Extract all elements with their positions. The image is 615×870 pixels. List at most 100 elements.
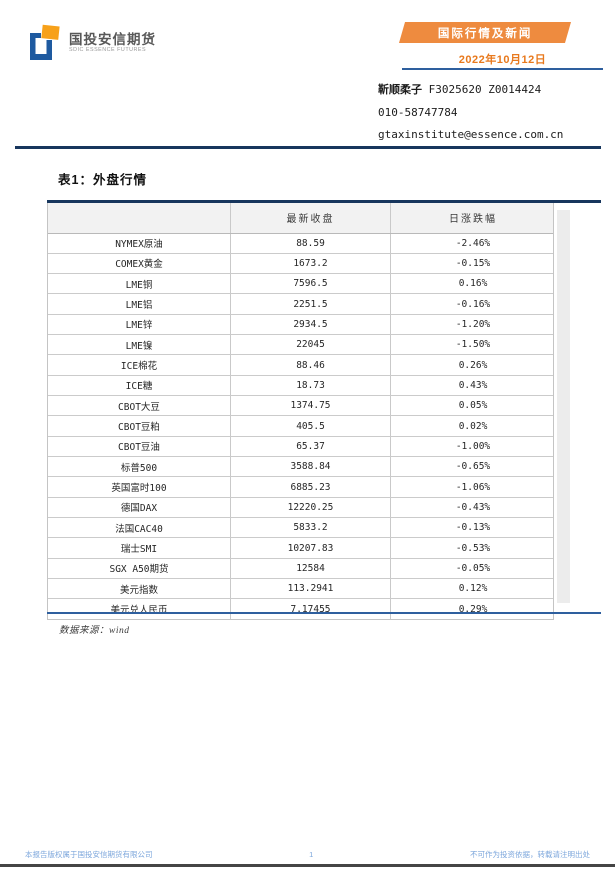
- table-row: LME铜 7596.5 0.16%: [48, 273, 553, 294]
- cell-close: 88.46: [231, 355, 391, 375]
- company-name-cn: 国投安信期货: [69, 32, 156, 47]
- cell-name: 瑞士SMI: [48, 538, 231, 558]
- header-cell-close: 最新收盘: [231, 202, 391, 233]
- cell-change: -0.15%: [455, 257, 491, 269]
- cell-name: ICE棉花: [48, 355, 231, 375]
- cell-close: 2251.5: [231, 294, 391, 314]
- cell-name: COMEX黄金: [48, 253, 231, 274]
- table-row: 美元指数 113.2941 0.12%: [48, 578, 553, 599]
- cell-name: 德国DAX: [48, 497, 231, 518]
- cell-close: 1673.2: [231, 253, 391, 274]
- cell-close: 7.17455: [231, 599, 391, 619]
- cell-change: 0.29%: [458, 603, 488, 615]
- data-source-note: 数据来源：wind: [59, 626, 130, 636]
- report-category-badge: 国际行情及新闻: [398, 22, 572, 43]
- cell-change: 0.26%: [458, 359, 488, 371]
- company-name-en: SDIC ESSENCE FUTURES: [69, 47, 147, 53]
- report-date: 2022年10月12日: [458, 54, 547, 66]
- analyst-block: 靳顺柔子 F3025620 Z0014424 010-58747784 gtax…: [378, 79, 563, 147]
- cell-name: 法国CAC40: [48, 518, 231, 538]
- page-footer: 本报告版权属于国投安信期货有限公司 1 不可作为投资依据，转载请注明出处: [0, 849, 615, 860]
- external-market-table: 最新收盘 日涨跌幅 NYMEX原油 88.59 -2.46% COMEX黄金 1673.…: [47, 202, 554, 620]
- cell-close: 2934.5: [231, 314, 391, 335]
- cell-name: CBOT大豆: [48, 396, 231, 416]
- cell-close: 405.5: [231, 416, 391, 436]
- header-divider: [15, 146, 601, 149]
- cell-close: 5833.2: [231, 518, 391, 538]
- table-row: 英国富时100 6885.23 -1.06%: [48, 476, 553, 497]
- table-shadow-strip: [557, 210, 570, 603]
- footer-disclaimer: 不可作为投资依据，转载请注明出处: [470, 850, 590, 859]
- cell-close: 1374.75: [231, 396, 391, 416]
- table-row: 法国CAC40 5833.2 -0.13%: [48, 517, 553, 538]
- cell-change: -0.05%: [455, 562, 491, 574]
- cell-name: SGX A50期货: [48, 558, 231, 579]
- cell-name: LME锌: [48, 314, 231, 335]
- cell-change: -1.00%: [455, 440, 491, 452]
- table-row: ICE棉花 88.46 0.26%: [48, 354, 553, 375]
- table-title: 表1：外盘行情: [58, 173, 147, 187]
- cell-change: 0.02%: [458, 420, 488, 432]
- cell-name: NYMEX原油: [48, 233, 231, 253]
- market-table-rows: NYMEX原油 88.59 -2.46% COMEX黄金 1673.2 -0.15% LME…: [48, 233, 553, 619]
- cell-change: -1.20%: [455, 318, 491, 330]
- table-row: SGX A50期货 12584 -0.05%: [48, 557, 553, 579]
- page-bottom-border: [0, 864, 615, 867]
- cell-name: LME镍: [48, 335, 231, 355]
- analyst-name-line: 靳顺柔子 F3025620 Z0014424: [378, 79, 563, 102]
- report-category-label: 国际行情及新闻: [437, 27, 533, 40]
- cell-change: -0.65%: [455, 461, 491, 473]
- cell-change: -0.13%: [455, 522, 491, 534]
- cell-close: 12220.25: [231, 497, 391, 518]
- cell-close: 113.2941: [231, 579, 391, 599]
- table-row: CBOT豆油 65.37 -1.00%: [48, 435, 553, 457]
- analyst-name: 靳顺柔子: [378, 83, 422, 96]
- footer-copyright: 本报告版权属于国投安信期货有限公司: [25, 850, 153, 859]
- cell-change: -1.06%: [455, 481, 491, 493]
- cell-change: 0.12%: [458, 583, 488, 595]
- cell-close: 12584: [231, 558, 391, 579]
- cell-close: 18.73: [231, 375, 391, 396]
- cell-name: LME铝: [48, 294, 231, 314]
- cell-name: CBOT豆油: [48, 436, 231, 457]
- company-logo-icon: [30, 24, 60, 60]
- table-bottom-rule: [47, 612, 601, 614]
- cell-name: CBOT豆粕: [48, 416, 231, 436]
- cell-name: LME铜: [48, 274, 231, 294]
- cell-change: -2.46%: [455, 237, 491, 249]
- analyst-email: gtaxinstitute@essence.com.cn: [378, 128, 564, 141]
- cell-close: 3588.84: [231, 457, 391, 477]
- table-row: CBOT豆粕 405.5 0.02%: [48, 415, 553, 436]
- table-row: COMEX黄金 1673.2 -0.15%: [48, 252, 553, 274]
- cell-change: -1.50%: [455, 339, 491, 351]
- table-row: 德国DAX 12220.25 -0.43%: [48, 496, 553, 518]
- table-row: 瑞士SMI 10207.83 -0.53%: [48, 537, 553, 558]
- table-header-row: 最新收盘 日涨跌幅: [48, 202, 553, 234]
- table-row: CBOT大豆 1374.75 0.05%: [48, 395, 553, 416]
- table-row: 美元兑人民币 7.17455 0.29%: [48, 598, 553, 619]
- table-row: LME镍 22045 -1.50%: [48, 334, 553, 355]
- cell-name: 美元兑人民币: [48, 599, 231, 619]
- cell-change: 0.05%: [458, 400, 488, 412]
- cell-close: 88.59: [231, 233, 391, 253]
- cell-close: 65.37: [231, 436, 391, 457]
- table-row: ICE糖 18.73 0.43%: [48, 374, 553, 396]
- company-logo: 国投安信期货 SDIC ESSENCE FUTURES: [29, 24, 156, 62]
- cell-name: 标普500: [48, 457, 231, 477]
- cell-name: 美元指数: [48, 579, 231, 599]
- analyst-ids: F3025620 Z0014424: [428, 83, 542, 96]
- table-row: LME锌 2934.5 -1.20%: [48, 313, 553, 335]
- date-underline: [402, 68, 603, 70]
- cell-name: ICE糖: [48, 375, 231, 396]
- table-row: LME铝 2251.5 -0.16%: [48, 293, 553, 314]
- cell-change: -0.16%: [455, 298, 491, 310]
- cell-name: 英国富时100: [48, 477, 231, 497]
- footer-page-number: 1: [309, 850, 314, 859]
- cell-change: -0.53%: [455, 542, 491, 554]
- table-row: NYMEX原油 88.59 -2.46%: [48, 233, 553, 253]
- cell-change: 0.16%: [458, 278, 488, 290]
- table-row: 标普500 3588.84 -0.65%: [48, 456, 553, 477]
- header-cell-change: 日涨跌幅: [449, 214, 497, 225]
- cell-close: 22045: [231, 335, 391, 355]
- cell-change: -0.43%: [455, 501, 491, 513]
